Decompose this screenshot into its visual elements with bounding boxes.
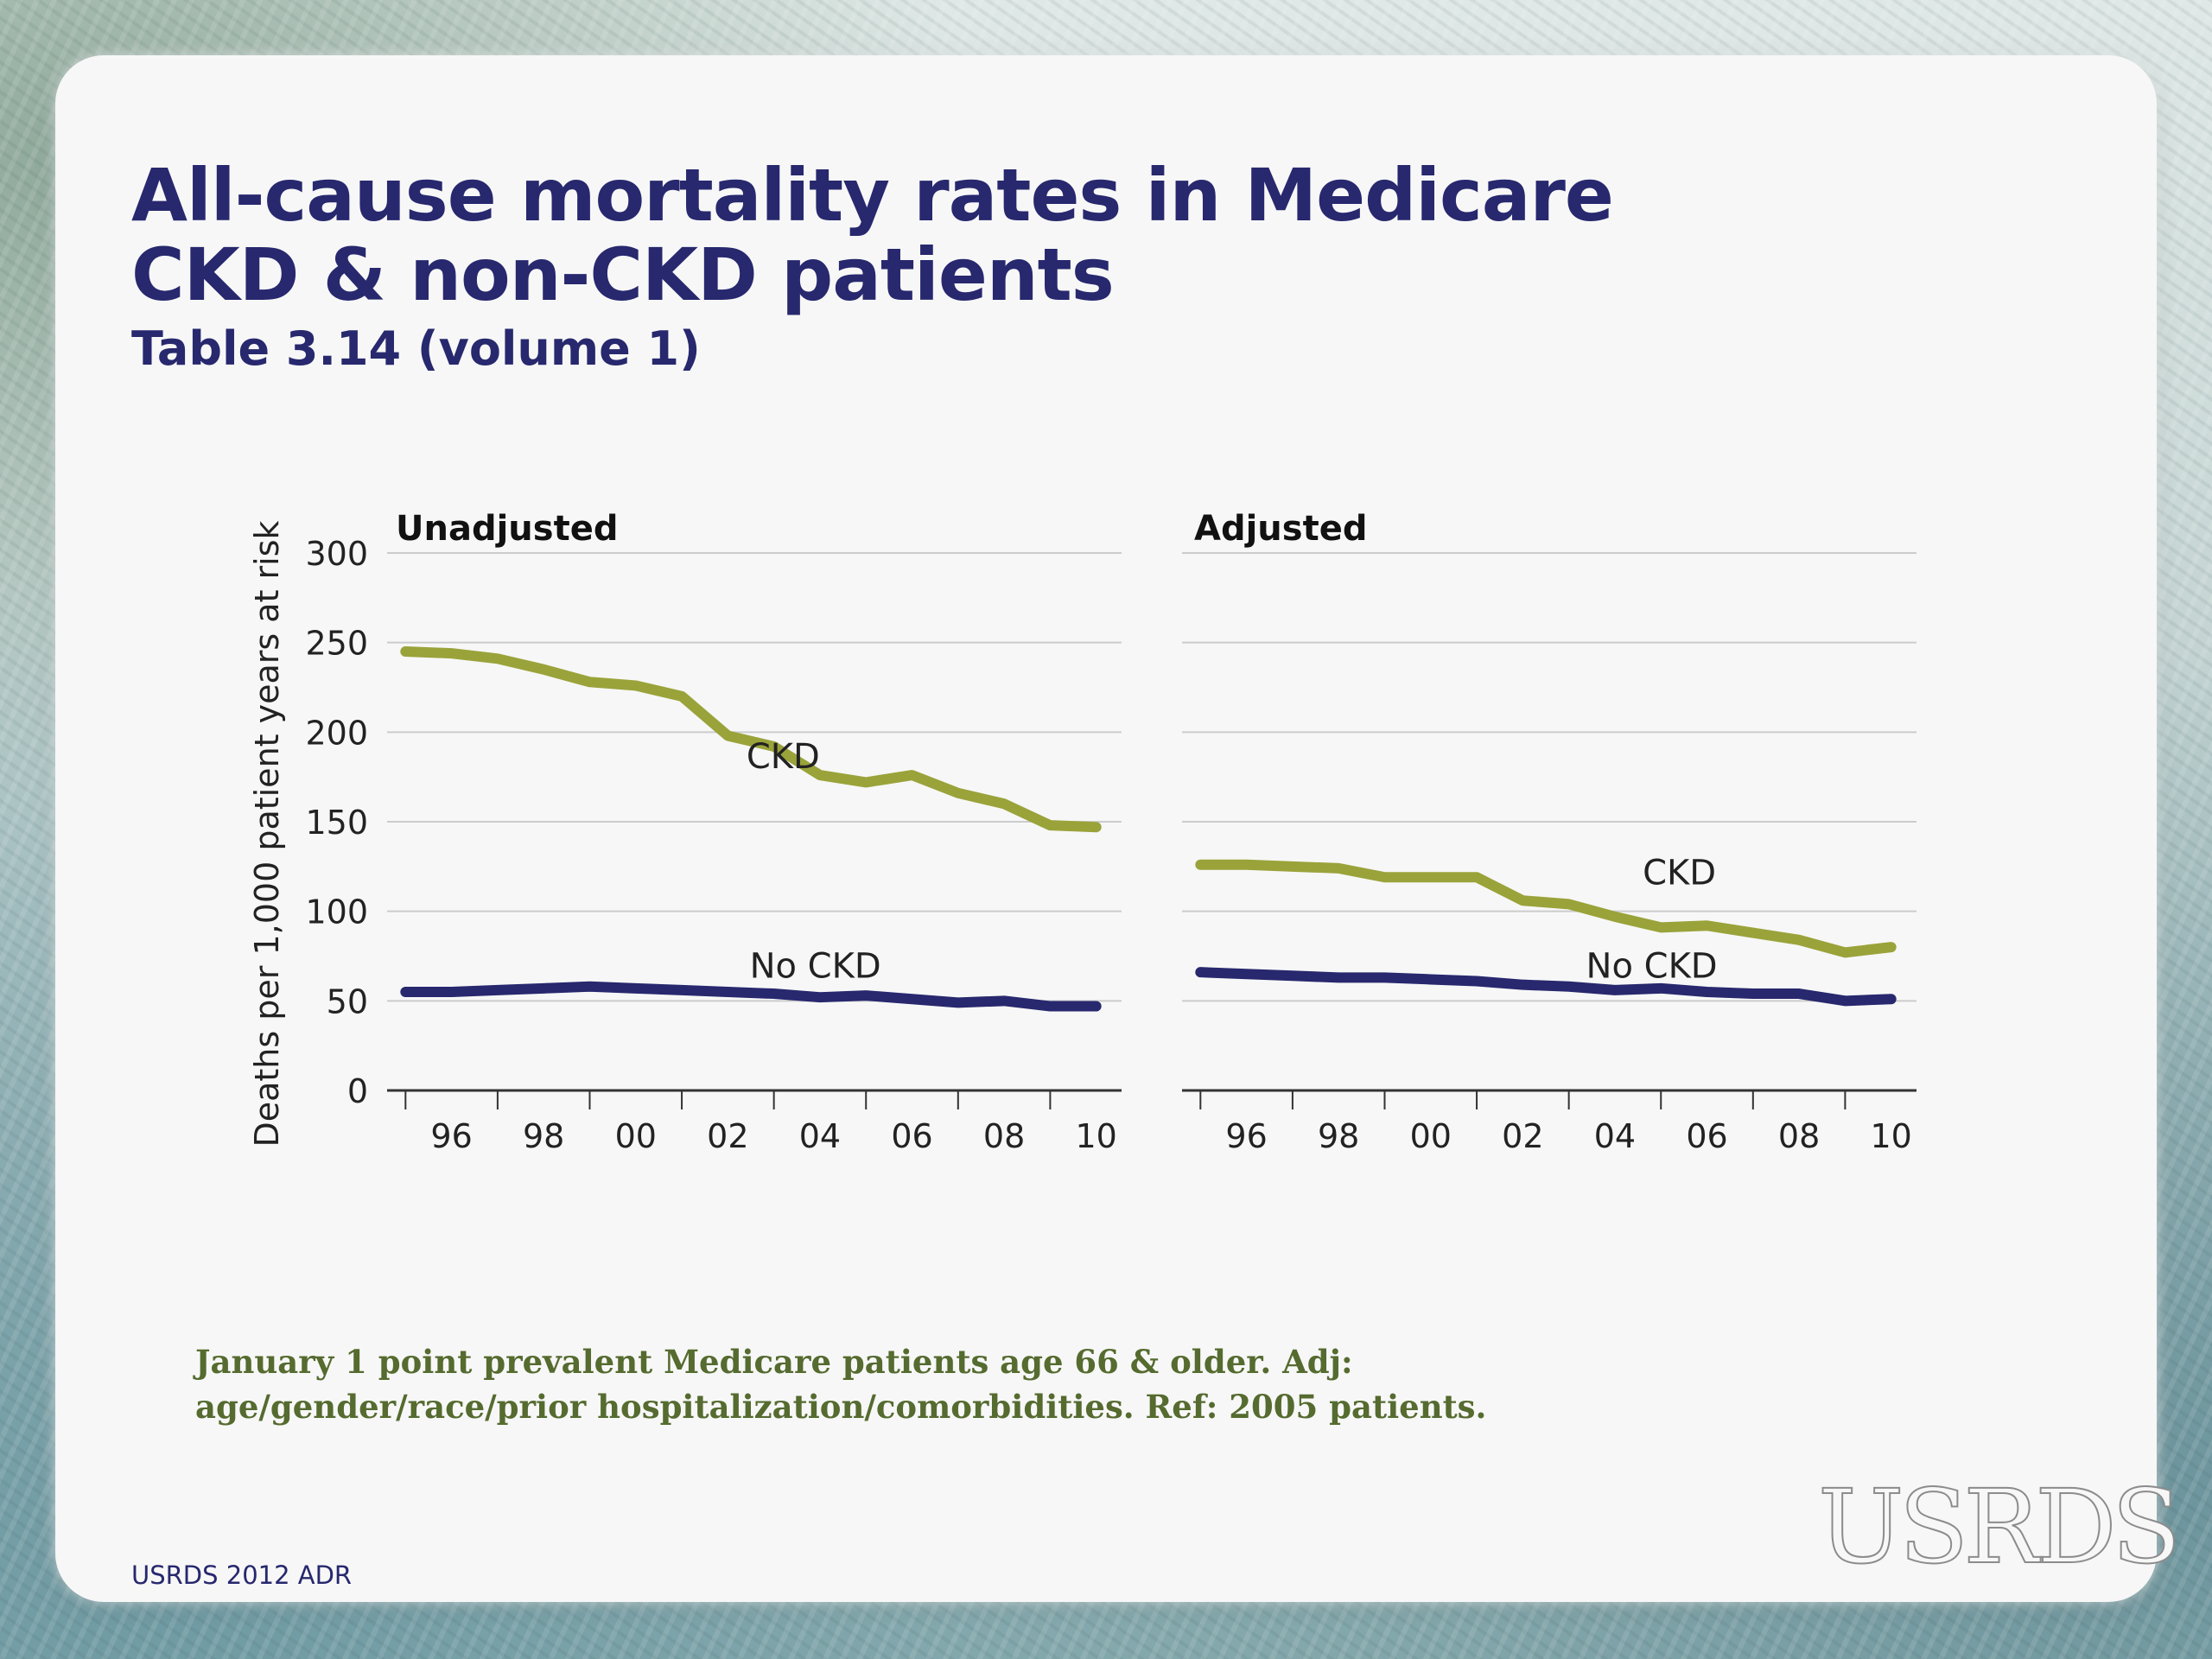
panel-1-x-tick-label: 06 (891, 1117, 932, 1155)
slide-title: All-cause mortality rates in Medicare CK… (131, 153, 1614, 317)
panel-1-y-tick-label: 250 (305, 625, 368, 663)
panel-1-x-tick-label: 02 (707, 1117, 748, 1155)
source-label: USRDS 2012 ADR (131, 1560, 353, 1590)
panel-2-series-no-ckd (1195, 967, 1897, 1007)
panel-1-title: Unadjusted (396, 509, 618, 549)
panel-2-x-tick-label: 10 (1871, 1117, 1912, 1155)
footnote: January 1 point prevalent Medicare patie… (195, 1343, 1487, 1426)
panel-1-series-no-ckd (400, 981, 1102, 1012)
panel-2-x-tick-label: 96 (1225, 1117, 1267, 1155)
panel-2-x-tick-label: 98 (1318, 1117, 1359, 1155)
slide-card (55, 55, 2157, 1602)
panel-1-x-tick-label: 98 (523, 1117, 564, 1155)
panel-1-label-ckd: CKD (747, 737, 820, 777)
panel-2-label-no-ckd: No CKD (1586, 946, 1718, 986)
panel-1-y-tick-label: 50 (327, 982, 368, 1020)
panel-1-y-tick-label: 300 (305, 535, 368, 573)
panel-2-label-ckd: CKD (1643, 854, 1716, 893)
panel-2-x-tick-label: 02 (1502, 1117, 1543, 1155)
panel-1-series-ckd (400, 646, 1102, 833)
panel-2-series-ckd (1195, 859, 1897, 958)
panel-1-y-tick-label: 100 (305, 893, 368, 931)
panel-2-x-tick-label: 04 (1594, 1117, 1636, 1155)
panel-1-label-no-ckd: No CKD (750, 946, 881, 986)
panel-1-x-tick-label: 96 (430, 1117, 472, 1155)
slide-subtitle: Table 3.14 (volume 1) (131, 321, 701, 376)
panel-2-x-tick-label: 06 (1686, 1117, 1727, 1155)
y-axis-title: Deaths per 1,000 patient years at risk (248, 520, 286, 1147)
panel-1-x-tick-label: 10 (1076, 1117, 1117, 1155)
panel-1-x-tick-label: 08 (983, 1117, 1025, 1155)
panel-1-x-tick-label: 00 (615, 1117, 657, 1155)
panel-1-y-tick-label: 200 (305, 714, 368, 752)
panel-1-y-tick-label: 0 (347, 1072, 368, 1110)
panel-2-x-tick-label: 00 (1410, 1117, 1452, 1155)
usrds-logo: USRDS (1817, 1466, 2183, 1587)
panel-2-title: Adjusted (1194, 509, 1367, 549)
panel-2-x-tick-label: 08 (1778, 1117, 1820, 1155)
panel-1-x-tick-label: 04 (799, 1117, 841, 1155)
panel-1-y-tick-label: 150 (305, 804, 368, 842)
